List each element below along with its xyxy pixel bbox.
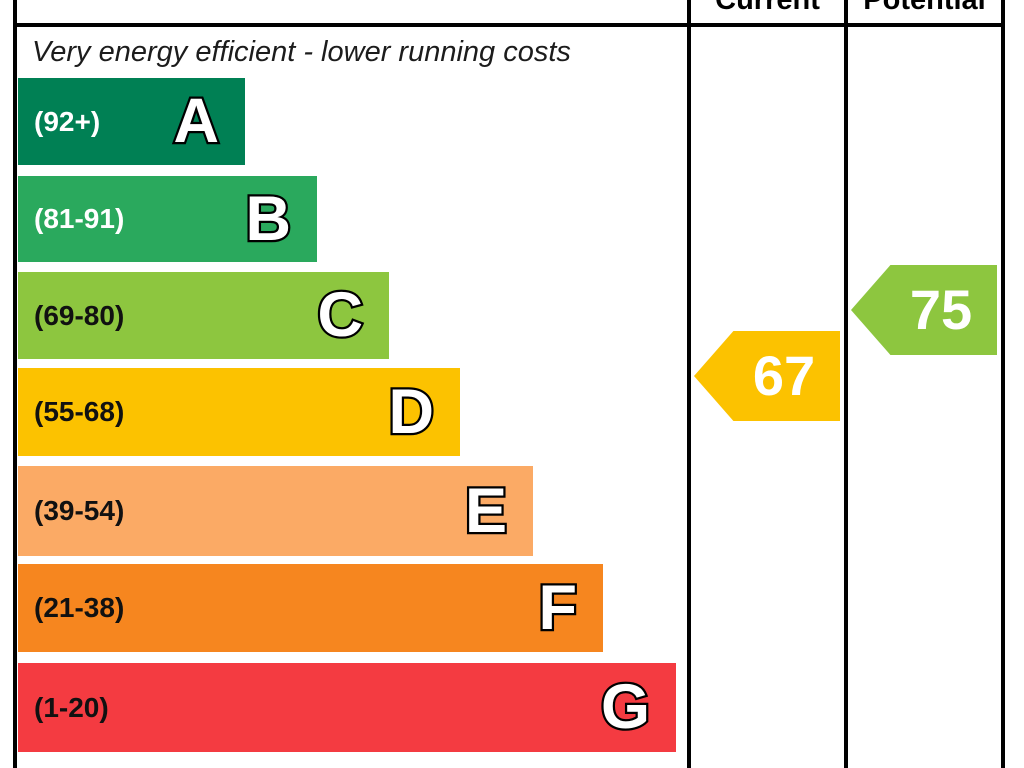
- band-c-range: (69-80): [34, 299, 125, 331]
- band-g: (1-20) G: [18, 663, 676, 752]
- current-header-label: Current: [715, 0, 820, 16]
- potential-column-header: Potential: [848, 0, 1001, 23]
- band-b-letter: B: [243, 183, 293, 254]
- header-bottom-rule: [13, 23, 1005, 27]
- band-b: (81-91) B: [18, 176, 317, 262]
- band-f-range: (21-38): [34, 592, 125, 623]
- potential-score-arrow: 75: [851, 265, 997, 355]
- band-g-letter: G: [599, 672, 653, 742]
- band-e: (39-54) E: [18, 466, 533, 556]
- band-g-range: (1-20): [34, 691, 109, 723]
- band-a-range: (92+): [34, 105, 101, 137]
- band-d: (55-68) D: [18, 368, 460, 456]
- band-b-range: (81-91): [34, 203, 125, 234]
- band-f: (21-38) F: [18, 564, 603, 652]
- potential-header-label: Potential: [863, 0, 986, 16]
- band-a-letter: A: [171, 86, 221, 156]
- current-score-arrow: 67: [694, 331, 840, 421]
- potential-column-divider: [844, 0, 848, 768]
- band-d-range: (55-68): [34, 396, 125, 427]
- top-caption: Very energy efficient - lower running co…: [32, 36, 571, 68]
- current-score-value: 67: [752, 344, 816, 407]
- band-c-letter: C: [315, 280, 365, 350]
- band-a: (92+) A: [18, 78, 245, 165]
- table-right-border: [1001, 0, 1005, 768]
- table-left-border: [13, 0, 17, 768]
- band-f-letter: F: [536, 572, 579, 643]
- band-e-range: (39-54): [34, 495, 125, 526]
- band-e-letter: E: [463, 475, 510, 546]
- current-column-divider: [687, 0, 691, 768]
- band-d-letter: D: [386, 376, 436, 447]
- band-c: (69-80) C: [18, 272, 389, 359]
- potential-score-value: 75: [909, 278, 973, 341]
- current-column-header: Current: [691, 0, 844, 23]
